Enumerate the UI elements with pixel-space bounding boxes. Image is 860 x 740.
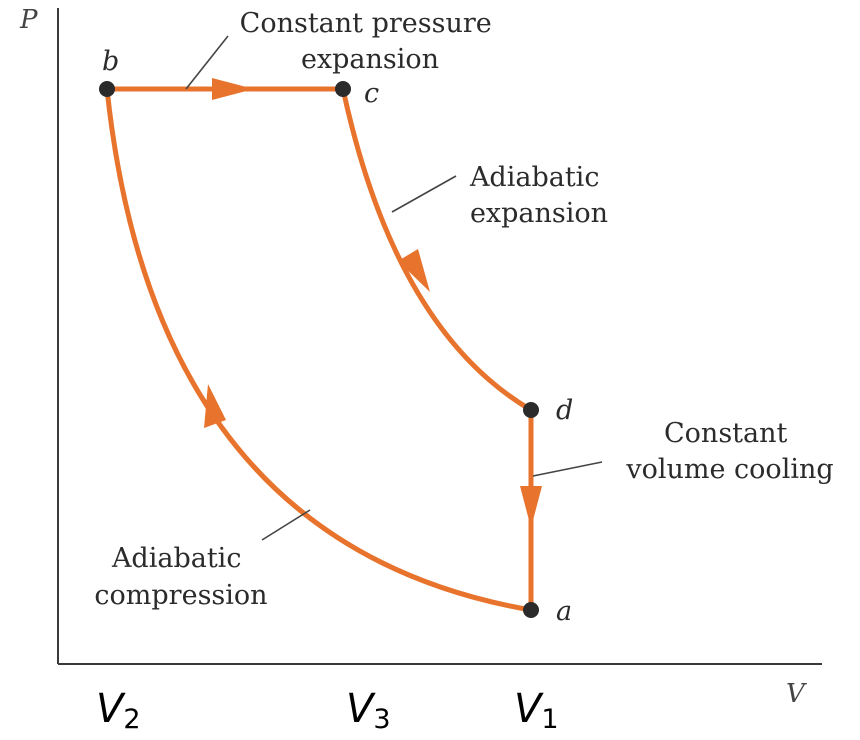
arrow-constant-pressure bbox=[212, 78, 254, 100]
constant-volume-label: Constant volume cooling bbox=[625, 418, 833, 485]
x-axis-label: V bbox=[786, 679, 807, 709]
arrow-constant-volume bbox=[520, 486, 542, 528]
volume-v3-label: V3 bbox=[346, 686, 391, 735]
adiabatic-compression-curve bbox=[104, 86, 534, 613]
point-d-label: d bbox=[556, 395, 573, 426]
leader-constant-pressure bbox=[185, 35, 229, 90]
y-axis-label: P bbox=[19, 5, 38, 35]
leader-adiabatic-compression bbox=[261, 509, 311, 541]
volume-v1-label: V1 bbox=[514, 686, 559, 735]
adiabatic-expansion-curve bbox=[340, 86, 534, 413]
constant-pressure-label: Constant pressure expansion bbox=[240, 8, 501, 75]
point-a-label: a bbox=[556, 596, 572, 627]
point-a bbox=[523, 602, 539, 618]
leader-constant-volume bbox=[532, 461, 603, 477]
point-b bbox=[99, 81, 115, 97]
adiabatic-expansion-label: Adiabatic expansion bbox=[469, 162, 608, 229]
point-c-label: c bbox=[364, 78, 379, 109]
leader-adiabatic-expansion bbox=[391, 175, 457, 213]
arrow-adiabatic-expansion bbox=[398, 249, 430, 292]
point-d bbox=[523, 402, 539, 418]
point-b-label: b bbox=[102, 46, 119, 77]
arrow-adiabatic-compression bbox=[204, 384, 226, 428]
adiabatic-compression-label: Adiabatic compression bbox=[94, 543, 267, 611]
volume-v2-label: V2 bbox=[96, 686, 141, 735]
point-c bbox=[335, 81, 351, 97]
